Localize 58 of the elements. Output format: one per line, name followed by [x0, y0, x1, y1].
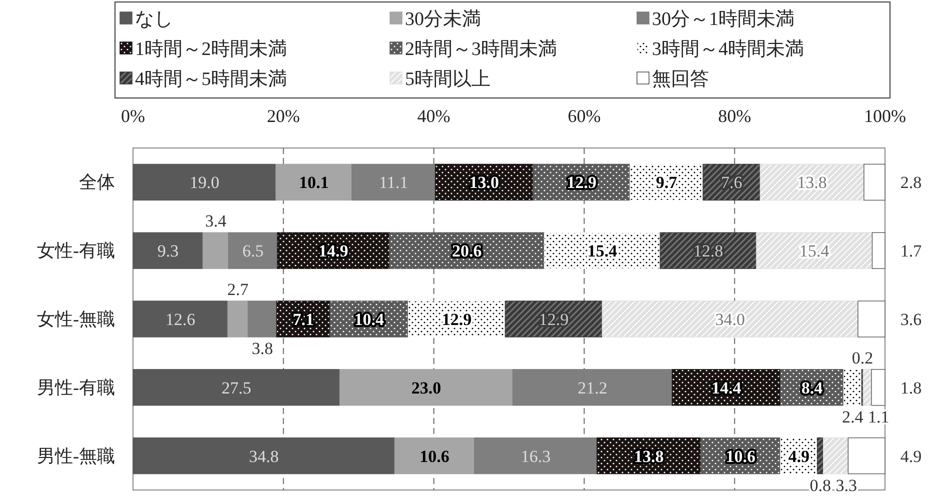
data-label: 0.2	[852, 348, 874, 368]
legend-label: 30分未満	[405, 9, 481, 30]
data-label: 10.1	[298, 173, 329, 192]
data-label: 23.0	[411, 378, 442, 398]
y-tick-label: 全体	[79, 172, 115, 192]
data-label: 2.8	[900, 173, 922, 192]
legend-label: 4時間～5時間未満	[135, 69, 287, 90]
data-label: 12.9	[538, 310, 569, 329]
legend-label: 無回答	[652, 69, 709, 90]
data-label: 4.9	[900, 446, 922, 466]
x-tick-label: 40%	[417, 106, 450, 126]
y-tick-label: 男性-有職	[37, 377, 115, 398]
y-tick-label: 女性-無職	[37, 309, 115, 329]
y-tick-label: 女性-有職	[37, 240, 115, 261]
data-label: 3.8	[252, 339, 273, 358]
data-label: 3.6	[900, 310, 922, 329]
data-label: 15.4	[587, 242, 618, 261]
legend-label: なし	[135, 9, 173, 30]
y-tick-label: 男性-無職	[37, 446, 115, 466]
data-label: 12.9	[442, 310, 472, 329]
data-label: 16.3	[520, 446, 551, 466]
data-label: 1.8	[900, 378, 922, 398]
data-label: 13.8	[634, 446, 664, 466]
x-tick-label: 20%	[266, 106, 300, 126]
data-label: 4.9	[788, 446, 810, 466]
legend-label: 1時間～2時間未満	[135, 39, 287, 60]
data-label: 10.6	[420, 446, 450, 466]
legend-label: 5時間以上	[405, 69, 490, 90]
data-label: 27.5	[222, 378, 252, 398]
legend-label: 3時間～4時間未満	[652, 39, 804, 60]
data-label: 7.1	[292, 310, 314, 329]
data-label: 15.4	[799, 242, 830, 261]
data-label: 2.4	[842, 407, 864, 426]
data-label: 6.5	[242, 242, 264, 261]
data-label: 12.6	[166, 310, 196, 329]
data-label: 14.4	[711, 378, 742, 398]
data-label: 2.7	[227, 280, 250, 299]
x-tick-label: 80%	[718, 106, 752, 126]
legend-label: 2時間～3時間未満	[405, 39, 557, 60]
data-label: 3.4	[205, 212, 227, 231]
data-label: 11.1	[379, 173, 408, 192]
data-label: 10.4	[354, 310, 385, 329]
x-tick-label: 0%	[121, 106, 145, 126]
x-tick-label: 60%	[568, 106, 601, 126]
data-label: 7.6	[720, 173, 742, 192]
data-label: 19.0	[190, 173, 220, 192]
data-label: 13.8	[797, 173, 827, 192]
data-label: 21.2	[578, 378, 608, 398]
data-label: 34.8	[248, 446, 279, 466]
data-label: 34.0	[715, 310, 745, 329]
x-tick-label: 100%	[864, 106, 906, 126]
legend-label: 30分～1時間未満	[652, 9, 794, 30]
data-label: 14.9	[318, 242, 348, 261]
data-label: 9.7	[656, 173, 678, 192]
data-label: 1.7	[900, 242, 922, 261]
data-label: 8.4	[801, 378, 824, 398]
data-label: 9.3	[157, 242, 179, 261]
data-label: 12.8	[693, 242, 724, 261]
